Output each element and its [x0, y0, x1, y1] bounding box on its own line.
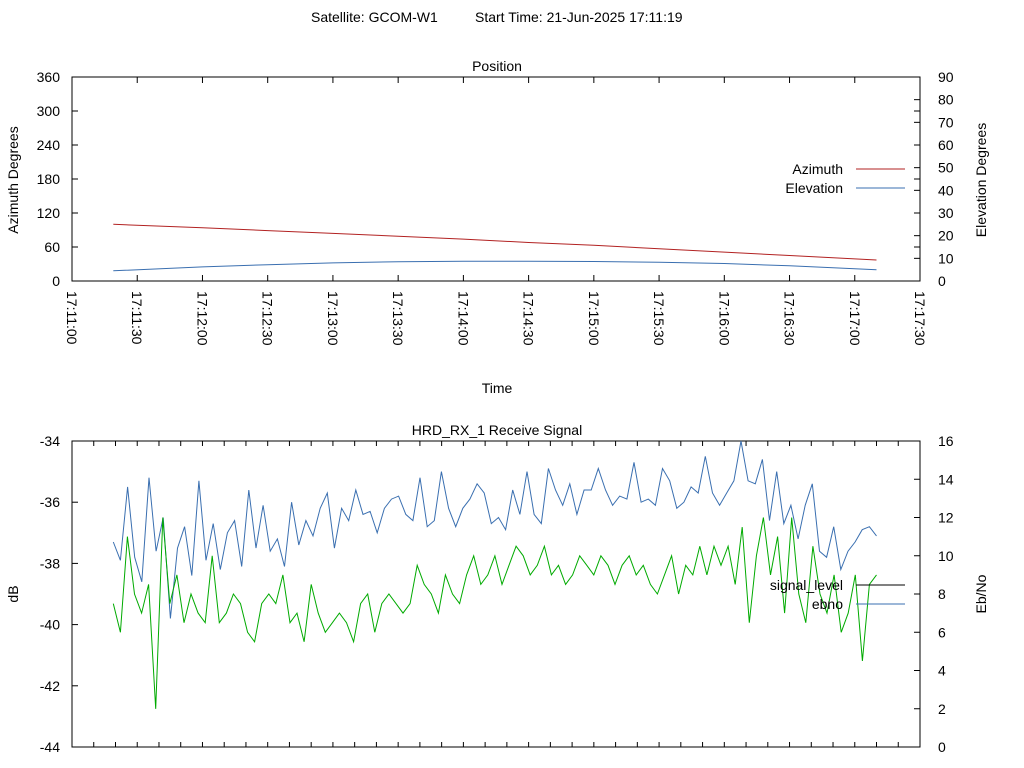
position-y-tick-label: 0: [52, 273, 60, 289]
position-x-tick-label: 17:13:30: [390, 291, 406, 346]
position-y-tick-label: 60: [44, 239, 60, 255]
position-y-label: Azimuth Degrees: [5, 126, 21, 233]
position-x-tick-label: 17:12:30: [260, 291, 276, 346]
signal-chart-title: HRD_RX_1 Receive Signal: [412, 422, 582, 438]
position-y2-tick-label: 50: [938, 160, 954, 176]
signal-legend: signal_level ebno: [770, 577, 905, 612]
position-y-tick-label: 180: [37, 171, 61, 187]
position-y-tick-label: 300: [37, 103, 61, 119]
position-chart-title: Position: [472, 58, 522, 74]
signal-y-tick-label: -34: [40, 433, 60, 449]
legend-label-signal-level: signal_level: [770, 577, 843, 593]
header-satellite: Satellite: GCOM-W1: [311, 9, 438, 25]
signal-y2-axis: 0 2 4 6 8 10 12 14 16: [914, 433, 954, 755]
position-x-tick-label: 17:14:30: [521, 291, 537, 346]
legend-label-elevation: Elevation: [785, 180, 843, 196]
signal-x-axis: [71, 441, 921, 747]
signal-y2-tick-label: 10: [938, 548, 954, 564]
signal-y-tick-label: -36: [40, 494, 60, 510]
position-x-tick-label: 17:14:00: [455, 291, 471, 346]
signal-y2-tick-label: 14: [938, 471, 954, 487]
position-series: [113, 223, 877, 272]
position-x-tick-label: 17:13:00: [325, 291, 341, 346]
series-line-ebno: [112, 440, 877, 619]
header-start-time: Start Time: 21-Jun-2025 17:11:19: [475, 9, 683, 25]
position-y-tick-label: 240: [37, 137, 61, 153]
position-y-tick-label: 120: [37, 205, 61, 221]
position-y-axis: 0 60 120 180 240 300 360: [37, 69, 920, 289]
position-legend: Azimuth Elevation: [785, 161, 905, 196]
position-x-axis: 17:11:00 17:11:30 17:12:00 17:12:30 17:13:00…: [64, 77, 928, 346]
signal-y-tick-label: -42: [40, 678, 60, 694]
legend-label-azimuth: Azimuth: [792, 161, 843, 177]
signal-y2-tick-label: 8: [938, 586, 946, 602]
position-y2-tick-label: 70: [938, 114, 954, 130]
position-chart: Position 0 60 120 180 240 300 360 0 10 20 30 40 50 6…: [5, 58, 989, 396]
position-y2-tick-label: 90: [938, 69, 954, 85]
position-y-tick-label: 360: [37, 69, 61, 85]
position-y2-label: Elevation Degrees: [973, 123, 989, 237]
signal-y2-label: Eb/No: [973, 574, 989, 613]
signal-y-label: dB: [5, 585, 21, 602]
position-y2-tick-label: 20: [938, 228, 954, 244]
series-line-signal-level: [112, 517, 877, 709]
series-line-elevation: [113, 260, 877, 272]
position-x-label: Time: [482, 380, 513, 396]
position-plot-frame: [71, 76, 921, 282]
position-x-tick-label: 17:16:00: [716, 291, 732, 346]
signal-y-axis: -34 -36 -38 -40 -42 -44: [40, 433, 78, 755]
position-x-tick-label: 17:16:30: [782, 291, 798, 346]
position-x-tick-label: 17:11:00: [64, 291, 80, 345]
signal-series: [112, 440, 877, 709]
signal-y-tick-label: -38: [40, 555, 60, 571]
position-y2-tick-label: 30: [938, 205, 954, 221]
signal-y2-tick-label: 6: [938, 624, 946, 640]
signal-y2-tick-label: 12: [938, 510, 954, 526]
position-y2-tick-label: 10: [938, 250, 954, 266]
signal-y2-tick-label: 4: [938, 663, 946, 679]
position-x-tick-label: 17:11:30: [129, 291, 145, 345]
position-x-tick-label: 17:17:30: [912, 291, 928, 346]
legend-label-ebno: ebno: [812, 596, 843, 612]
position-y2-tick-label: 60: [938, 137, 954, 153]
position-y2-tick-label: 0: [938, 273, 946, 289]
position-x-tick-label: 17:15:30: [651, 291, 667, 346]
position-x-tick-label: 17:15:00: [586, 291, 602, 346]
signal-y-tick-label: -44: [40, 739, 60, 755]
position-x-tick-label: 17:17:00: [847, 291, 863, 346]
position-y2-tick-label: 80: [938, 92, 954, 108]
signal-y2-tick-label: 0: [938, 739, 946, 755]
position-y2-tick-label: 40: [938, 182, 954, 198]
signal-chart: HRD_RX_1 Receive Signal -34-36-38-40-42-…: [5, 422, 989, 755]
position-x-tick-label: 17:12:00: [194, 291, 210, 346]
signal-y-tick-label: -40: [40, 617, 60, 633]
signal-y2-tick-label: 16: [938, 433, 954, 449]
series-line-azimuth: [113, 223, 877, 261]
signal-y2-tick-label: 2: [938, 701, 946, 717]
position-y2-axis: 0 10 20 30 40 50 60 70 80 90: [914, 69, 954, 289]
